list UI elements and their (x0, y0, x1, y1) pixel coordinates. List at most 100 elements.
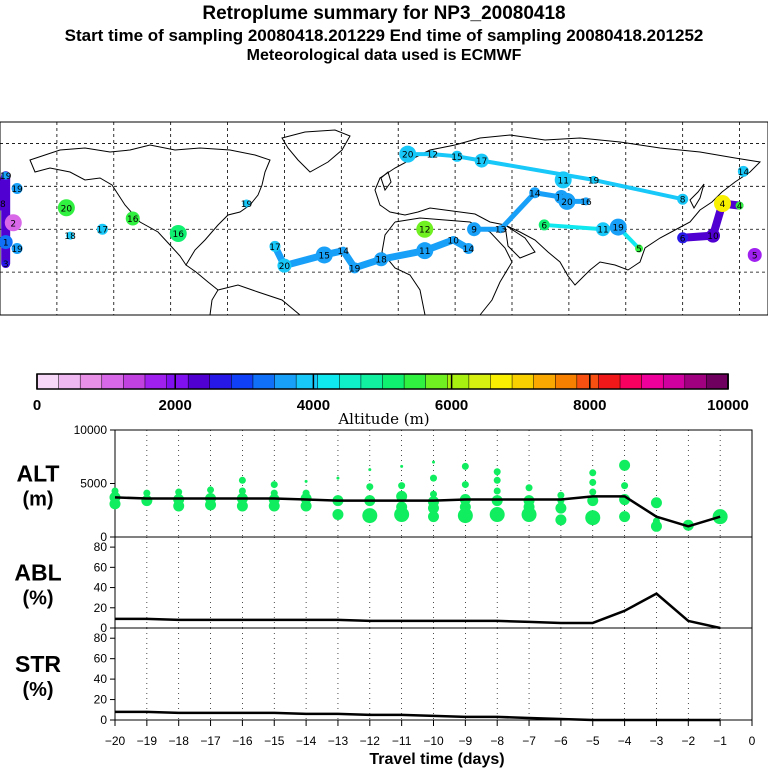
colorbar-swatch (403, 373, 427, 390)
plume-age-circle (4, 214, 22, 232)
plume-age-marker: 11 (416, 242, 434, 260)
colorbar-swatch (447, 373, 470, 390)
plume-age-marker: 20 (57, 199, 75, 217)
plume-age-marker: 20 (399, 145, 417, 163)
trajectory-path (678, 199, 744, 242)
colorbar-tick-label: 8000 (573, 397, 606, 414)
plume-age-circle (0, 196, 7, 211)
eurasia-outline (374, 134, 762, 286)
plume-age-circle (677, 232, 689, 244)
plume-age-circle (596, 222, 611, 237)
plume-age-marker: 11 (554, 171, 572, 189)
plume-age-marker: 10 (706, 228, 721, 243)
x-tick-label: −14 (296, 734, 317, 748)
altitude-cluster-point (493, 468, 501, 476)
altitude-cluster-point (398, 482, 406, 490)
altitude-cluster-point (525, 484, 533, 492)
plume-age-text: 20 (61, 204, 73, 214)
plume-age-marker: 14 (463, 243, 474, 255)
plume-age-circle (677, 193, 689, 205)
colorbar-swatch (36, 373, 60, 390)
x-tick-label: −16 (232, 734, 253, 748)
altitude-cluster-point (362, 508, 378, 524)
altitude-cluster-point (557, 491, 565, 499)
plume-age-circle (589, 175, 598, 184)
altitude-cluster-point (368, 468, 372, 472)
plume-age-circle (467, 222, 482, 237)
altitude-cluster-point (109, 498, 121, 510)
colorbar-swatch (555, 373, 578, 390)
panel-title: ABL (14, 560, 61, 586)
plume-age-marker: 16 (169, 225, 187, 243)
colorbar-swatch (641, 373, 664, 390)
map-graticule (0, 122, 768, 315)
plume-age-text: 17 (269, 243, 280, 253)
altitude-cluster-point (332, 509, 344, 521)
plume-age-circle (713, 194, 731, 212)
plume-age-marker: 17 (269, 240, 281, 253)
plume-age-circle (474, 153, 489, 168)
plume-age-circle (609, 218, 627, 236)
plume-age-circle (1, 171, 10, 180)
plume-age-text: 10 (447, 236, 459, 246)
plume-age-marker: 9 (467, 222, 482, 237)
colorbar-tick-label: 0 (33, 397, 41, 414)
north-america-outline (29, 144, 271, 266)
x-tick-label: −6 (554, 734, 568, 748)
altitude-cluster-point (493, 487, 501, 495)
plume-age-marker: 1 (0, 235, 13, 250)
panel-unit: (m) (22, 489, 53, 511)
colorbar-tick-label: 4000 (297, 397, 330, 414)
x-tick-label: −15 (264, 734, 285, 748)
plume-age-marker: 19 (0, 171, 12, 182)
colorbar-swatch (619, 373, 643, 390)
plume-age-circle (374, 252, 389, 267)
y-tick-label: 60 (94, 652, 108, 666)
altitude-cluster-point (366, 483, 374, 491)
altitude-cluster-point (619, 459, 631, 471)
panel-alt: 0 5000 10000 ALT(m) (16, 423, 753, 544)
plume-age-text: 12 (427, 151, 438, 161)
plume-age-text: 19 (11, 185, 23, 195)
x-tick-label: −9 (459, 734, 473, 748)
altitude-cluster-point (141, 495, 153, 507)
y-tick-label: 0 (100, 530, 107, 544)
plume-age-circle (169, 225, 187, 243)
central-america-outline (185, 264, 219, 291)
plume-age-marker: 19 (241, 199, 253, 210)
x-tick-label: 0 (749, 734, 756, 748)
plume-age-marker: 18 (0, 196, 7, 211)
altitude-cluster-point (394, 507, 410, 523)
colorbar-swatch (533, 373, 556, 390)
plume-age-circle (66, 231, 75, 240)
altitude-cluster-point (621, 482, 629, 490)
y-tick-label: 5000 (80, 477, 107, 491)
colorbar-swatch (339, 373, 362, 390)
plume-age-text: 3 (3, 260, 9, 270)
plume-age-circle (428, 150, 437, 159)
panel-title: ALT (16, 461, 59, 487)
plume-age-text: 18 (64, 232, 76, 242)
altitude-cluster-point (619, 511, 631, 523)
altitude-cluster-point (143, 489, 151, 497)
plume-age-circle (57, 199, 75, 217)
x-tick-label: −19 (137, 734, 158, 748)
plume-age-circle (125, 211, 140, 226)
plume-age-marker: 19 (349, 262, 361, 274)
plume-age-marker: 20 (558, 192, 576, 210)
colorbar-ticks: 0 2000 4000 6000 8000 10000 (33, 374, 749, 414)
plume-age-marker: 18 (374, 252, 389, 267)
plume-age-labels: 1919182319120181716161917201514191811101… (0, 145, 762, 274)
colorbar-swatch (425, 373, 449, 390)
plume-age-marker: 8 (677, 193, 689, 206)
y-tick-label: 60 (94, 560, 108, 574)
x-tick-label: −1 (713, 734, 727, 748)
plume-age-text: 6 (541, 221, 547, 231)
altitude-cluster-point (555, 514, 567, 526)
plume-age-marker: 11 (596, 222, 611, 237)
x-tick-label: −13 (328, 734, 349, 748)
plume-age-marker: 20 (277, 258, 292, 273)
map-panel: 1919182319120181716161917201514191811101… (0, 121, 768, 316)
altitude-cluster-point (457, 508, 473, 524)
